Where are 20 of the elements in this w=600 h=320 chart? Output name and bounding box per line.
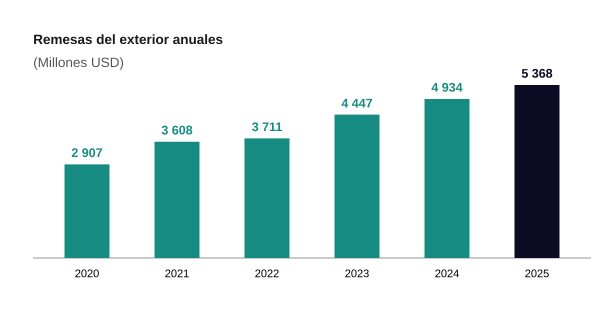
- data-label: 3 711: [252, 122, 282, 132]
- data-label: 2 907: [72, 148, 102, 158]
- chart-subtitle: (Millones USD): [34, 57, 124, 70]
- x-tick-label: 2022: [255, 270, 279, 278]
- bar: [334, 114, 380, 258]
- bar: [514, 85, 560, 258]
- data-label: 4 447: [342, 98, 372, 108]
- chart-title: Remesas del exterior anuales: [34, 34, 222, 44]
- bar: [424, 98, 470, 258]
- bar: [64, 164, 110, 258]
- x-tick-label: 2021: [165, 270, 189, 278]
- bar: [154, 142, 200, 258]
- data-label: 3 608: [162, 126, 192, 135]
- data-label: 4 934: [432, 82, 463, 92]
- x-tick-label: 2024: [435, 270, 459, 278]
- bar: [244, 138, 290, 258]
- x-tick-label: 2023: [345, 270, 369, 278]
- data-label: 5 368: [522, 68, 552, 78]
- x-tick-label: 2020: [75, 270, 99, 278]
- x-tick-label: 2025: [525, 270, 549, 278]
